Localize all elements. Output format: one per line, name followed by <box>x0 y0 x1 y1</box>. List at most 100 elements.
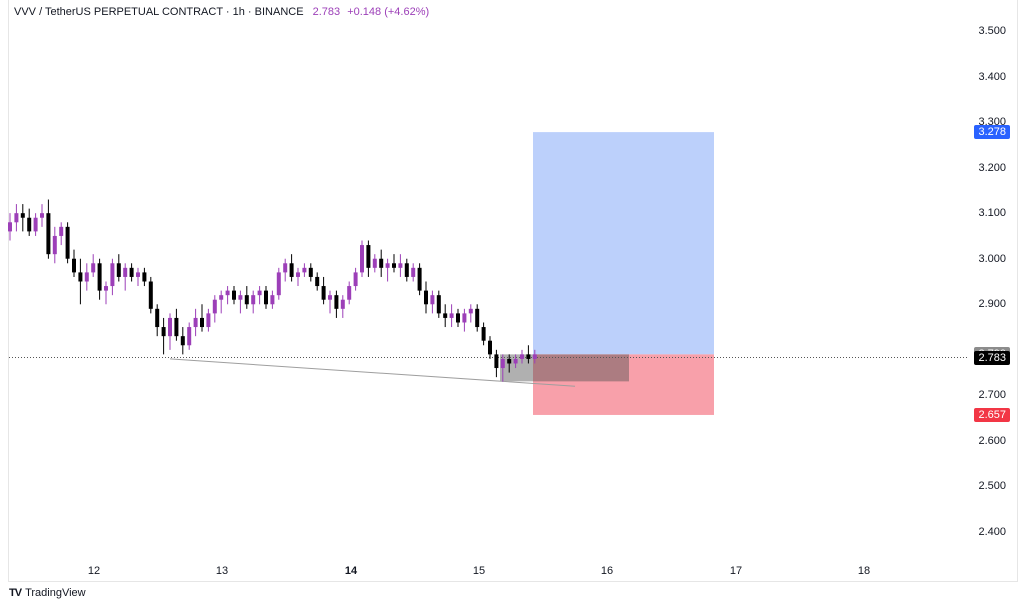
price-tick-label: 2.700 <box>978 389 1006 402</box>
candle-body <box>116 263 121 277</box>
price-tick-label: 2.600 <box>978 434 1006 447</box>
candle-body <box>283 263 288 273</box>
candle-body <box>136 272 140 277</box>
price-tick-label: 2.500 <box>978 480 1006 493</box>
price-tick-label: 3.000 <box>978 252 1006 265</box>
candle-body <box>296 272 300 277</box>
candle-body <box>78 272 83 282</box>
candle-body <box>8 222 12 232</box>
candle-body <box>481 327 486 341</box>
candle-body <box>276 272 281 296</box>
candle-body <box>308 267 313 277</box>
last-price: 2.783 <box>312 6 341 18</box>
candle-body <box>97 263 102 291</box>
candle-body <box>430 295 435 305</box>
candle-body <box>398 263 403 268</box>
candle-body <box>411 267 416 277</box>
price-tick-label: 2.400 <box>978 526 1006 538</box>
candle-body <box>14 213 19 223</box>
candle-body <box>321 286 326 300</box>
target-price-badge: 3.278 <box>974 125 1010 140</box>
candle-body <box>334 295 339 309</box>
candle-body <box>468 308 473 314</box>
candle-body <box>340 299 345 309</box>
candle-body <box>456 313 460 323</box>
candle-body <box>187 327 192 346</box>
time-tick-label: 14 <box>344 565 358 577</box>
symbol-title: VVV / TetherUS PERPETUAL CONTRACT · 1h ·… <box>14 6 304 18</box>
candle-body <box>424 290 428 305</box>
candle-body <box>443 313 448 318</box>
price-tick-label: 3.400 <box>978 70 1006 83</box>
candle-body <box>142 272 147 282</box>
candle-body <box>212 299 217 314</box>
stop-price-badge: 2.657 <box>974 407 1010 422</box>
time-tick-label: 15 <box>472 565 486 577</box>
candle-body <box>347 286 352 300</box>
current-price-badge: 2.783 <box>974 350 1010 365</box>
candle-body <box>40 213 44 218</box>
candle-body <box>155 308 160 328</box>
time-tick-label: 13 <box>215 565 229 577</box>
candle-body <box>72 258 76 273</box>
time-tick-label: 16 <box>600 565 614 577</box>
candle-body <box>315 276 320 287</box>
candle-body <box>302 267 307 273</box>
candle-body <box>328 295 332 300</box>
candle-body <box>507 358 512 364</box>
candle-body <box>526 354 531 359</box>
candle-body <box>475 308 480 328</box>
candle-body <box>123 267 128 277</box>
price-tick-label: 2.900 <box>978 298 1006 311</box>
candle-body <box>46 213 51 255</box>
candle-body <box>84 272 89 282</box>
candle-body <box>392 263 396 268</box>
candle-body <box>488 340 492 355</box>
candle-body <box>193 317 198 328</box>
symbol-header: VVV / TetherUS PERPETUAL CONTRACT · 1h ·… <box>14 6 429 18</box>
target-zone <box>533 132 714 355</box>
brand-label: TradingView <box>25 587 86 599</box>
chart-pane[interactable] <box>8 0 1018 582</box>
price-change: +0.148 (+4.62%) <box>347 6 430 18</box>
candle-body <box>532 354 537 359</box>
candle-body <box>494 354 499 369</box>
trendline <box>169 358 576 387</box>
candle-body <box>129 267 134 277</box>
stop-zone <box>533 354 714 415</box>
candle-body <box>33 217 38 232</box>
selection-box <box>500 354 629 382</box>
candle-body <box>104 286 108 291</box>
candle-body <box>270 295 275 305</box>
candle-body <box>513 358 518 364</box>
candle-body <box>91 263 96 273</box>
candle-body <box>520 354 524 359</box>
candle-body <box>232 290 236 300</box>
candle-body <box>289 263 294 277</box>
candle-body <box>20 213 25 218</box>
candle-body <box>65 226 70 259</box>
candle-body <box>238 295 243 300</box>
tradingview-logo-icon: TV <box>9 587 22 599</box>
price-tick-label: 3.100 <box>978 207 1006 220</box>
candle-body <box>379 258 384 268</box>
candle-body <box>219 295 224 300</box>
candle-body <box>404 263 409 277</box>
time-tick-label: 18 <box>857 565 871 577</box>
price-tick-label: 3.500 <box>978 25 1006 37</box>
candle-body <box>27 217 32 232</box>
time-tick-label: 17 <box>729 565 743 577</box>
candle-body <box>59 226 64 236</box>
candle-body <box>244 295 249 305</box>
candle-body <box>200 317 204 328</box>
candle-body <box>417 267 422 291</box>
candle-body <box>251 295 256 305</box>
candle-body <box>206 313 211 328</box>
price-tick-label: 3.300 <box>978 116 1006 129</box>
candle-body <box>52 235 57 255</box>
candle-body <box>500 358 505 369</box>
candle-body <box>360 245 364 273</box>
candle-body <box>257 290 262 296</box>
